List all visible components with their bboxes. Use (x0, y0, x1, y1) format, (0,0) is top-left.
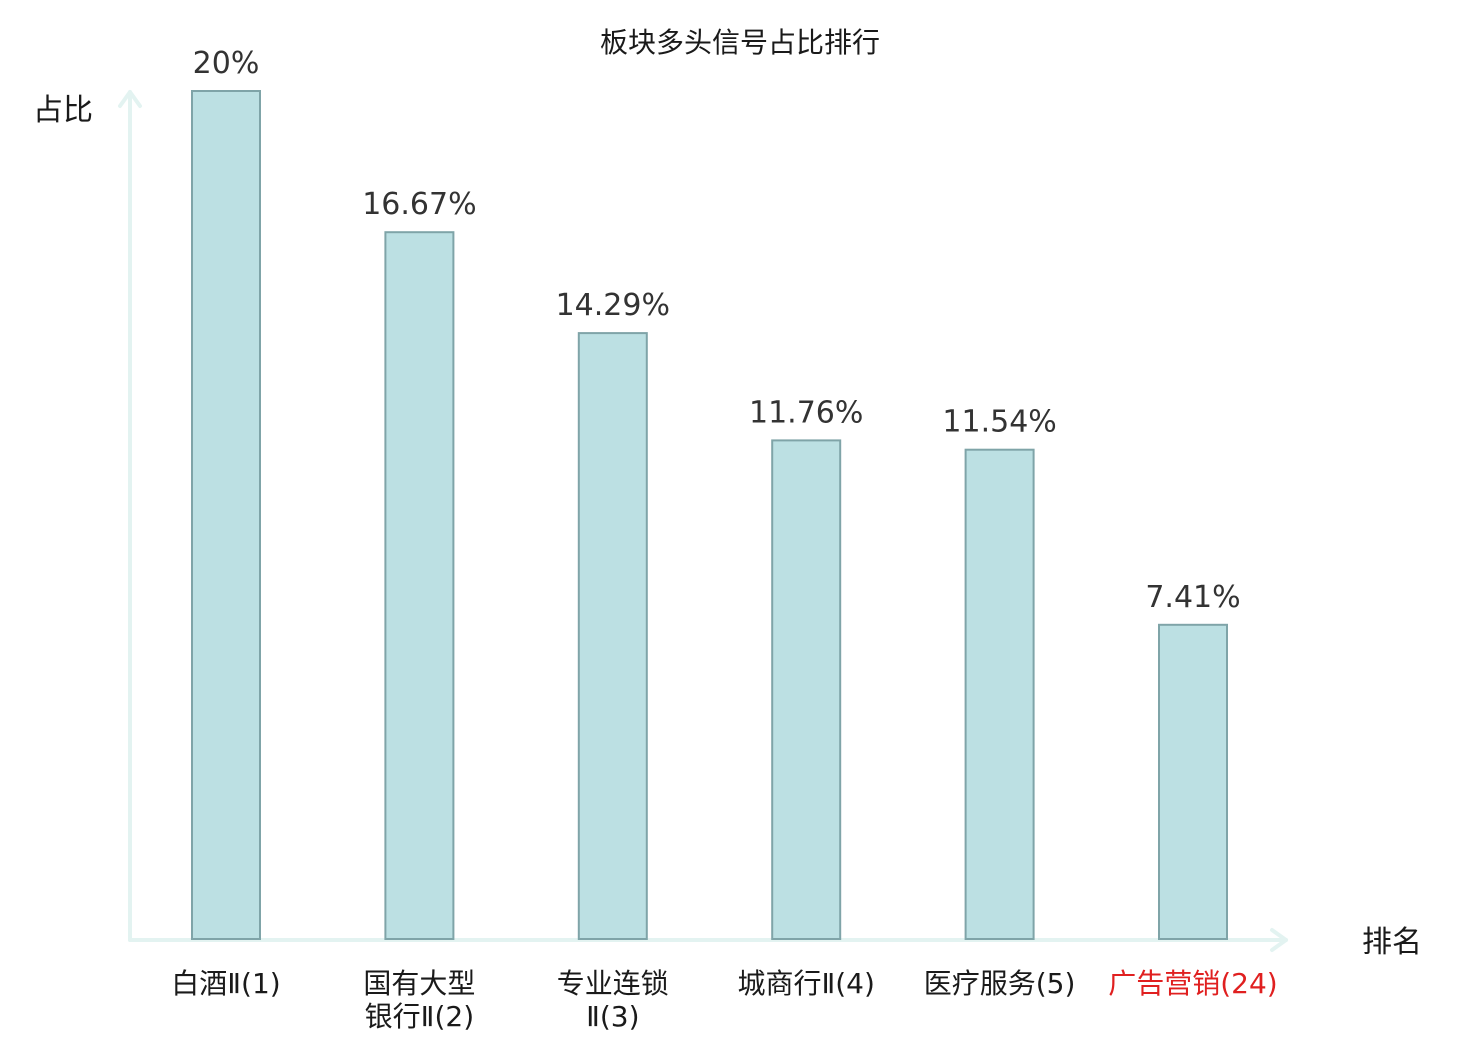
value-label-4: 11.76% (749, 395, 863, 430)
bar-4 (771, 439, 842, 940)
x-axis-label: 排名 (1362, 925, 1422, 960)
y-axis-arrow (118, 90, 142, 108)
category-label-1: 白酒Ⅱ(1) (171, 967, 280, 1000)
bars-group (191, 90, 1228, 941)
category-label-2: 国有大型银行Ⅱ(2) (363, 967, 475, 1033)
bar-5 (964, 448, 1035, 940)
value-label-3: 14.29% (556, 288, 670, 323)
category-label-6: 广告营销(24) (1108, 967, 1277, 1000)
y-axis-label: 占比 (33, 93, 93, 128)
bar-6 (1158, 623, 1228, 940)
value-label-2: 16.67% (362, 187, 476, 222)
bar-2 (384, 231, 455, 940)
chart-title: 板块多头信号占比排行 (600, 26, 880, 59)
category-labels-group: 白酒Ⅱ(1) 国有大型银行Ⅱ(2) 专业连锁 Ⅱ(3) 城商行Ⅱ(4) 医疗服务(5) 广告… (171, 967, 1277, 1033)
value-labels-group: 20% 16.67% 14.29% 11.76% 11.54% 7.41% (193, 46, 1241, 615)
axes (118, 90, 1288, 952)
value-label-5: 11.54% (942, 405, 1056, 440)
value-label-1: 20% (193, 46, 260, 81)
category-label-3: 专业连锁 Ⅱ(3) (557, 967, 669, 1033)
category-label-4: 城商行Ⅱ(4) (737, 967, 874, 1000)
value-label-6: 7.41% (1145, 580, 1240, 615)
bar-1 (191, 90, 261, 940)
category-label-5: 医疗服务(5) (924, 967, 1076, 1000)
bar-3 (577, 332, 648, 941)
x-axis-arrow (1270, 928, 1288, 952)
